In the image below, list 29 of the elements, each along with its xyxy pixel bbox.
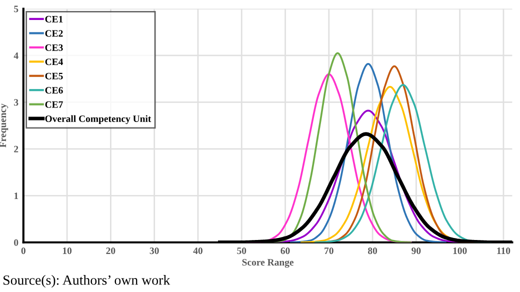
y-tick-label: 4 xyxy=(14,52,18,59)
x-tick-label: 0 xyxy=(21,248,26,254)
x-tick-label: 80 xyxy=(368,248,378,254)
x-tick-label: 90 xyxy=(412,248,421,254)
legend-label: CE4 xyxy=(45,58,63,66)
x-tick-label: 40 xyxy=(193,248,202,254)
y-axis-title: Frequency xyxy=(0,104,8,148)
y-tick-label: 5 xyxy=(14,6,18,12)
x-axis-title: Score Range xyxy=(242,259,294,268)
legend-label: CE7 xyxy=(45,101,63,108)
x-tick-label: 20 xyxy=(106,248,116,254)
x-tick-label: 10 xyxy=(62,248,72,254)
legend-label: CE3 xyxy=(45,44,63,51)
x-tick-label: 60 xyxy=(280,248,290,254)
legend-label: CE2 xyxy=(45,30,63,37)
x-tick-label: 50 xyxy=(237,248,246,254)
legend-label: CE1 xyxy=(45,16,63,22)
y-tick-label: 2 xyxy=(14,146,18,152)
y-tick-label: 1 xyxy=(14,192,18,200)
legend-label: CE5 xyxy=(45,72,63,80)
x-tick-label: 70 xyxy=(324,248,334,254)
x-tick-label: 110 xyxy=(497,248,510,254)
y-tick-label: 0 xyxy=(14,239,18,246)
legend-label: Overall Competency Unit xyxy=(45,115,152,124)
legend-label: CE6 xyxy=(45,87,63,94)
x-tick-label: 30 xyxy=(150,248,159,254)
x-tick-label: 100 xyxy=(453,248,467,254)
y-tick-label: 3 xyxy=(14,99,18,106)
source-note: Source(s): Authors’ own work xyxy=(4,275,170,288)
